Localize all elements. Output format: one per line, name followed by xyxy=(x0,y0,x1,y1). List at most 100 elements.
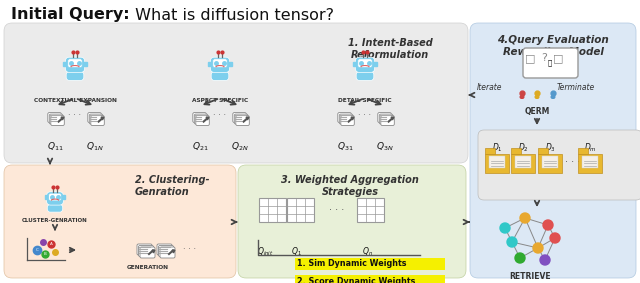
Text: $Q_{2N}$: $Q_{2N}$ xyxy=(231,141,249,153)
FancyBboxPatch shape xyxy=(88,113,101,123)
FancyBboxPatch shape xyxy=(339,114,353,124)
Bar xyxy=(578,154,602,173)
FancyBboxPatch shape xyxy=(358,59,372,68)
FancyBboxPatch shape xyxy=(234,114,248,124)
FancyBboxPatch shape xyxy=(48,113,61,123)
FancyBboxPatch shape xyxy=(211,72,229,80)
Bar xyxy=(488,156,506,168)
FancyBboxPatch shape xyxy=(4,23,468,163)
Text: DETAIL SPECIFIC: DETAIL SPECIFIC xyxy=(338,98,392,103)
FancyBboxPatch shape xyxy=(478,130,640,200)
Text: 3. Weighted Aggregation
Strategies: 3. Weighted Aggregation Strategies xyxy=(281,175,419,197)
Bar xyxy=(485,154,509,173)
FancyBboxPatch shape xyxy=(196,115,209,125)
Text: · · ·: · · · xyxy=(183,245,196,254)
FancyBboxPatch shape xyxy=(140,247,155,258)
Text: What is diffusion tensor?: What is diffusion tensor? xyxy=(130,8,334,23)
FancyBboxPatch shape xyxy=(138,245,154,256)
Text: C: C xyxy=(36,248,38,252)
FancyBboxPatch shape xyxy=(90,114,103,124)
Text: $D_2$: $D_2$ xyxy=(518,142,529,154)
FancyBboxPatch shape xyxy=(137,244,152,255)
Bar xyxy=(538,148,548,154)
Text: Terminate: Terminate xyxy=(557,83,595,93)
Text: $Q_{11}$: $Q_{11}$ xyxy=(47,141,63,153)
FancyBboxPatch shape xyxy=(470,23,636,278)
Bar xyxy=(541,156,558,168)
FancyBboxPatch shape xyxy=(212,59,227,68)
FancyBboxPatch shape xyxy=(157,244,172,255)
FancyBboxPatch shape xyxy=(193,113,206,123)
Text: 1. Intent-Based
Reformulation: 1. Intent-Based Reformulation xyxy=(348,38,433,60)
FancyBboxPatch shape xyxy=(356,72,374,80)
Bar xyxy=(259,198,285,222)
Bar xyxy=(287,198,314,222)
Bar xyxy=(582,156,598,168)
Bar xyxy=(538,154,562,173)
FancyBboxPatch shape xyxy=(238,165,466,278)
Circle shape xyxy=(543,220,553,230)
Bar xyxy=(485,148,495,154)
FancyBboxPatch shape xyxy=(534,95,540,99)
FancyBboxPatch shape xyxy=(550,95,556,99)
FancyBboxPatch shape xyxy=(195,114,208,124)
Text: Initial Query:: Initial Query: xyxy=(12,8,130,23)
Text: · · ·: · · · xyxy=(68,112,81,121)
Text: · · ·: · · · xyxy=(358,112,372,121)
Circle shape xyxy=(515,253,525,263)
Text: □: □ xyxy=(553,53,563,63)
Bar xyxy=(511,154,535,173)
FancyBboxPatch shape xyxy=(233,113,246,123)
Text: QERM: QERM xyxy=(524,107,550,116)
Text: $Q_{3N}$: $Q_{3N}$ xyxy=(376,141,394,153)
Text: $Q_{init}$: $Q_{init}$ xyxy=(257,245,273,258)
Text: ASPECT SPECIFIC: ASPECT SPECIFIC xyxy=(192,98,248,103)
Text: 1. Sim Dynamic Weights: 1. Sim Dynamic Weights xyxy=(297,260,406,269)
FancyBboxPatch shape xyxy=(236,115,250,125)
FancyBboxPatch shape xyxy=(91,115,104,125)
Text: ?: ? xyxy=(541,53,547,63)
FancyBboxPatch shape xyxy=(160,247,175,258)
Circle shape xyxy=(540,255,550,265)
Text: 👍: 👍 xyxy=(548,60,552,66)
Text: GENERATION: GENERATION xyxy=(127,265,169,270)
Text: A: A xyxy=(49,242,52,246)
FancyBboxPatch shape xyxy=(47,192,63,205)
Text: $Q_{31}$: $Q_{31}$ xyxy=(337,141,353,153)
Text: 2. Score Dynamic Weights: 2. Score Dynamic Weights xyxy=(297,276,415,283)
Text: CLUSTER-GENRATION: CLUSTER-GENRATION xyxy=(22,218,88,223)
Circle shape xyxy=(520,213,530,223)
Text: Iterate: Iterate xyxy=(477,83,503,93)
Text: · · ·: · · · xyxy=(330,205,344,215)
Text: $D_1$: $D_1$ xyxy=(492,142,502,154)
Bar xyxy=(356,198,383,222)
Text: · · ·: · · · xyxy=(213,112,227,121)
Text: $Q_{1N}$: $Q_{1N}$ xyxy=(86,141,104,153)
Text: CONTEXTUAL EXPANSION: CONTEXTUAL EXPANSION xyxy=(33,98,116,103)
FancyBboxPatch shape xyxy=(65,57,84,72)
FancyBboxPatch shape xyxy=(523,48,578,78)
Text: $D_m$: $D_m$ xyxy=(584,142,596,154)
FancyBboxPatch shape xyxy=(211,57,230,72)
FancyBboxPatch shape xyxy=(159,245,173,256)
FancyBboxPatch shape xyxy=(68,59,82,68)
Text: $Q_{21}$: $Q_{21}$ xyxy=(192,141,208,153)
Text: 4.Query Evaluation
Rewarding Model: 4.Query Evaluation Rewarding Model xyxy=(497,35,609,57)
Text: 2. Clustering-
Genration: 2. Clustering- Genration xyxy=(135,175,209,197)
Text: · · ·: · · · xyxy=(565,157,580,167)
Circle shape xyxy=(507,237,517,247)
FancyBboxPatch shape xyxy=(341,115,355,125)
Circle shape xyxy=(500,223,510,233)
Bar xyxy=(295,258,445,270)
FancyBboxPatch shape xyxy=(380,114,393,124)
Text: RETRIEVE: RETRIEVE xyxy=(509,272,551,281)
FancyBboxPatch shape xyxy=(520,95,525,99)
FancyBboxPatch shape xyxy=(4,165,236,278)
Circle shape xyxy=(550,233,560,243)
FancyBboxPatch shape xyxy=(49,193,61,201)
FancyBboxPatch shape xyxy=(355,57,374,72)
FancyBboxPatch shape xyxy=(49,114,63,124)
FancyBboxPatch shape xyxy=(66,72,84,80)
Text: $Q_1$: $Q_1$ xyxy=(291,245,301,258)
Text: B: B xyxy=(44,252,47,256)
